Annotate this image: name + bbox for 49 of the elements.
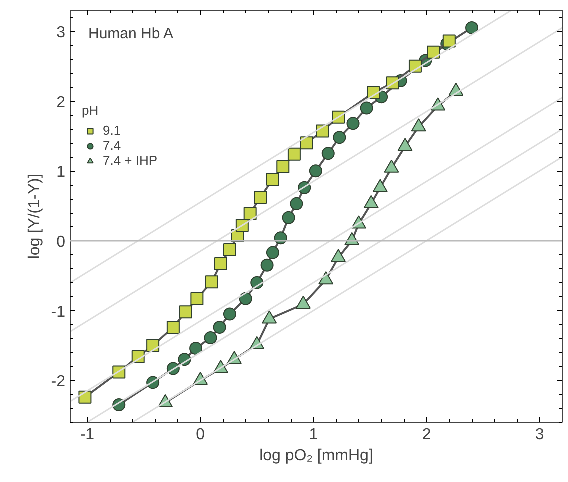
point	[254, 191, 268, 204]
point	[214, 257, 228, 270]
point	[360, 102, 374, 115]
point	[282, 211, 296, 224]
x-tick-label: 3	[535, 426, 544, 444]
point	[290, 197, 304, 210]
y-tick-label: 3	[56, 24, 66, 42]
legend-label: 9.1	[103, 123, 122, 138]
y-axis-title: log [Y/(1-Y)]	[26, 174, 44, 260]
point	[223, 244, 236, 257]
point	[322, 147, 335, 160]
point	[146, 339, 160, 352]
y-tick-label: 1	[56, 164, 66, 182]
point	[442, 34, 456, 48]
point	[205, 276, 218, 289]
point	[78, 390, 92, 404]
point	[309, 164, 322, 178]
x-tick-label: 0	[196, 426, 206, 444]
point	[300, 136, 314, 150]
x-tick-label: 2	[422, 426, 432, 444]
point	[466, 21, 479, 34]
y-tick-label: -1	[51, 304, 66, 321]
point	[239, 292, 252, 306]
point	[288, 148, 301, 161]
point	[179, 306, 192, 319]
x-axis-title: log pO₂ [mmHg]	[260, 448, 374, 464]
legend-label: 7.4 + IHP	[103, 153, 158, 168]
point	[276, 160, 290, 174]
point	[190, 292, 204, 306]
point	[213, 321, 226, 334]
point	[190, 342, 203, 355]
point	[266, 246, 280, 260]
point	[266, 172, 280, 186]
point	[260, 258, 274, 272]
point	[333, 131, 346, 144]
annotation: Human Hb A	[88, 26, 174, 42]
point	[346, 117, 360, 130]
point	[427, 46, 440, 59]
point	[223, 308, 236, 321]
x-tick-label: -1	[80, 426, 95, 444]
point	[204, 332, 218, 344]
legend-label: 7.4	[103, 138, 122, 153]
x-tick-label: 1	[309, 426, 318, 444]
legend-title: pH	[82, 103, 100, 118]
y-tick-label: -2	[51, 374, 66, 391]
y-tick-label: 2	[56, 94, 66, 112]
point	[244, 207, 257, 220]
y-tick-label: 0	[56, 234, 66, 251]
point	[166, 321, 180, 334]
